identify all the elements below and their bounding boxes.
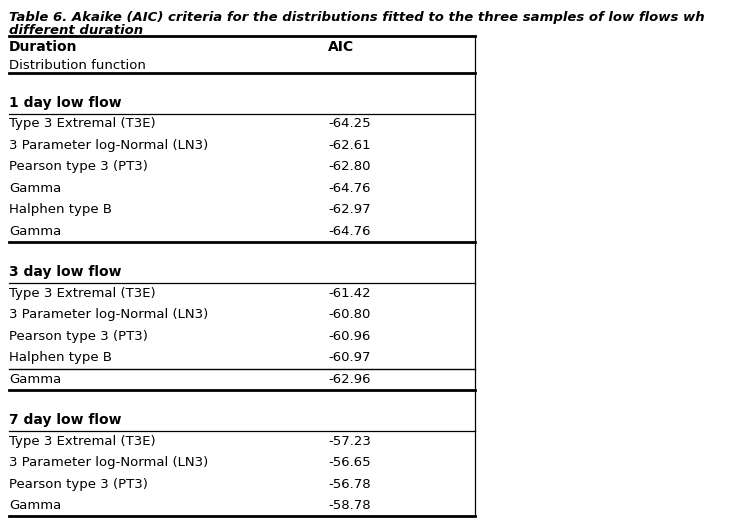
Text: Pearson type 3 (PT3): Pearson type 3 (PT3) <box>9 477 148 491</box>
Text: -61.42: -61.42 <box>328 287 371 300</box>
Text: Type 3 Extremal (T3E): Type 3 Extremal (T3E) <box>9 118 155 130</box>
Text: -60.97: -60.97 <box>328 351 371 365</box>
Text: different duration: different duration <box>9 24 143 37</box>
Text: -56.78: -56.78 <box>328 477 371 491</box>
Text: -62.97: -62.97 <box>328 203 371 217</box>
Text: -60.96: -60.96 <box>328 330 371 343</box>
Text: Gamma: Gamma <box>9 225 62 238</box>
Text: 3 Parameter log-Normal (LN3): 3 Parameter log-Normal (LN3) <box>9 308 208 321</box>
Text: -58.78: -58.78 <box>328 499 371 512</box>
Text: -62.80: -62.80 <box>328 161 371 174</box>
Text: 7 day low flow: 7 day low flow <box>9 413 122 427</box>
Text: Distribution function: Distribution function <box>9 59 146 72</box>
Text: -64.76: -64.76 <box>328 182 371 195</box>
Text: -62.96: -62.96 <box>328 373 371 386</box>
Text: Table 6. Akaike (AIC) criteria for the distributions fitted to the three samples: Table 6. Akaike (AIC) criteria for the d… <box>9 11 704 24</box>
Text: Duration: Duration <box>9 40 77 54</box>
Text: Halphen type B: Halphen type B <box>9 203 112 217</box>
Text: AIC: AIC <box>328 40 354 54</box>
Text: Halphen type B: Halphen type B <box>9 351 112 365</box>
Text: 3 Parameter log-Normal (LN3): 3 Parameter log-Normal (LN3) <box>9 456 208 469</box>
Text: 3 day low flow: 3 day low flow <box>9 265 122 279</box>
Text: Gamma: Gamma <box>9 499 62 512</box>
Text: -64.76: -64.76 <box>328 225 371 238</box>
Text: Type 3 Extremal (T3E): Type 3 Extremal (T3E) <box>9 435 155 448</box>
Text: -62.61: -62.61 <box>328 139 371 152</box>
Text: Type 3 Extremal (T3E): Type 3 Extremal (T3E) <box>9 287 155 300</box>
Text: Gamma: Gamma <box>9 373 62 386</box>
Text: 1 day low flow: 1 day low flow <box>9 96 122 110</box>
Text: Pearson type 3 (PT3): Pearson type 3 (PT3) <box>9 330 148 343</box>
Text: 3 Parameter log-Normal (LN3): 3 Parameter log-Normal (LN3) <box>9 139 208 152</box>
Text: -60.80: -60.80 <box>328 308 371 321</box>
Text: -56.65: -56.65 <box>328 456 371 469</box>
Text: Pearson type 3 (PT3): Pearson type 3 (PT3) <box>9 161 148 174</box>
Text: Gamma: Gamma <box>9 182 62 195</box>
Text: -64.25: -64.25 <box>328 118 371 130</box>
Text: -57.23: -57.23 <box>328 435 371 448</box>
